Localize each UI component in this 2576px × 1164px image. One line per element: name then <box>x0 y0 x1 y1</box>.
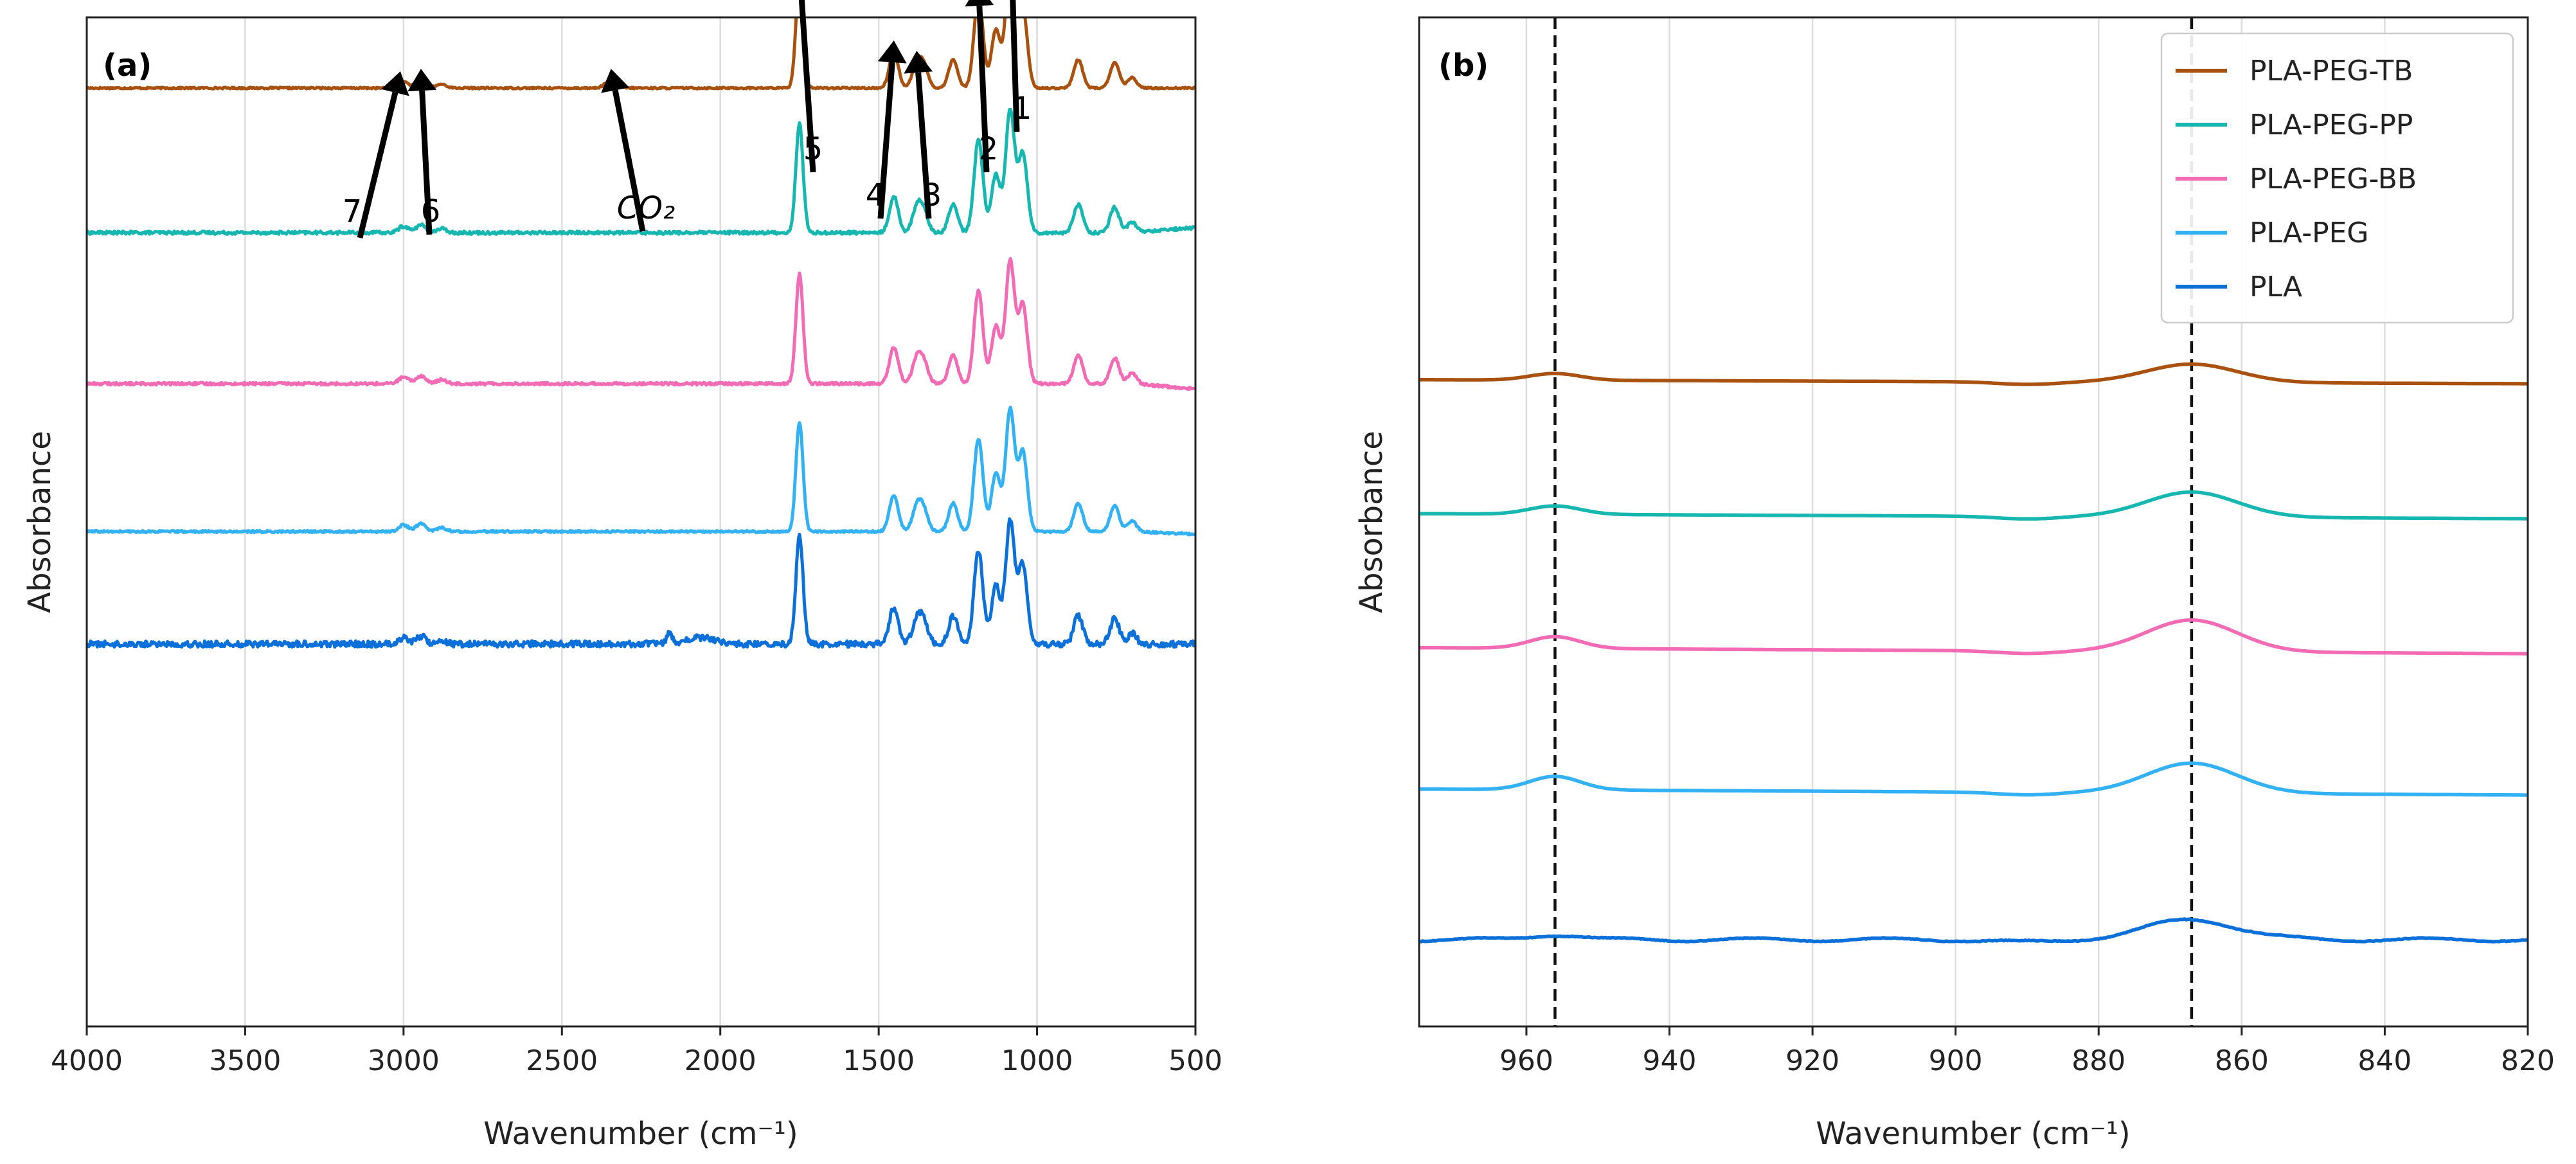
series-pla-peg-bb <box>87 257 1195 391</box>
panel-b-tick-label: 940 <box>1643 1044 1697 1077</box>
annotation-arrowhead <box>601 69 630 93</box>
panel-b-xticks: 960 940 920 900 880 860 840 820 <box>1499 1026 2555 1077</box>
panel-b-vlines <box>1553 17 2194 1026</box>
panel-a-tick-label: 4000 <box>51 1044 123 1077</box>
panel-b-tick-label: 820 <box>2501 1044 2555 1077</box>
legend-label: PLA-PEG <box>2250 217 2369 249</box>
panel-b-series <box>1419 362 2528 944</box>
series-b-pla <box>1419 917 2528 944</box>
legend-label: PLA <box>2250 271 2302 303</box>
annotation-label: 4 <box>866 177 886 213</box>
annotation-label: CO₂ <box>617 190 675 226</box>
panel-a: 4000 3500 3000 2500 2000 1500 1000 500 12 34 5 CO₂… <box>22 0 1222 1152</box>
panel-a-tick-label: 2500 <box>526 1044 598 1077</box>
series-pla <box>87 517 1195 649</box>
annotation-arrow <box>798 0 816 173</box>
panel-a-tick-label: 500 <box>1168 1044 1222 1077</box>
series-pla-peg <box>87 406 1195 537</box>
panel-a-tick-label: 3500 <box>209 1044 281 1077</box>
annotation-arrowhead <box>381 71 409 96</box>
annotation-arrow <box>877 62 895 219</box>
panel-b-frame <box>1418 16 2529 1028</box>
annotation-arrow <box>419 90 433 235</box>
annotation-label: 6 <box>421 193 441 229</box>
annotation-label: 3 <box>922 177 942 213</box>
panel-b-label: (b) <box>1438 48 1489 84</box>
legend: PLA-PEG-TB PLA-PEG-PP PLA-PEG-BB PLA-PEG PLA <box>2160 32 2514 324</box>
panel-b-tick-label: 860 <box>2215 1044 2269 1077</box>
series-b-pla-peg <box>1419 761 2528 797</box>
panel-b-xlabel: Wavenumber (cm⁻¹) <box>1816 1116 2131 1152</box>
annotation-arrow <box>357 91 398 239</box>
panel-a-series <box>87 17 1195 649</box>
annotation-arrow <box>976 5 990 173</box>
series-pla-peg-tb <box>87 17 1195 91</box>
annotation-arrow <box>915 72 932 219</box>
series-pla-peg-pp <box>87 108 1195 236</box>
legend-label: PLA-PEG-TB <box>2250 55 2413 87</box>
annotation-arrowhead <box>904 51 933 74</box>
annotation-label: 7 <box>343 193 362 229</box>
annotation-label: 5 <box>803 131 823 167</box>
panel-a-tick-label: 2000 <box>684 1044 756 1077</box>
annotation-arrowhead <box>965 0 994 6</box>
panel-a-tick-label: 1000 <box>1001 1044 1073 1077</box>
panel-a-grid <box>85 17 1197 1026</box>
legend-label: PLA-PEG-PP <box>2250 109 2413 141</box>
panel-a-xlabel: Wavenumber (cm⁻¹) <box>483 1116 798 1152</box>
annotation-arrowhead <box>407 69 437 92</box>
panel-a-frame <box>85 16 1197 1028</box>
panel-b-tick-label: 880 <box>2071 1044 2125 1077</box>
panel-b: 960 940 920 900 880 860 840 820 (b) Wavenumber … <box>1354 16 2555 1152</box>
legend-box <box>2160 32 2514 324</box>
panel-a-xticks: 4000 3500 3000 2500 2000 1500 1000 500 <box>51 1026 1222 1077</box>
panel-b-ylabel: Absorbance <box>1354 431 1390 613</box>
panel-a-annotations: 12 34 5 CO₂ 6 7 <box>343 0 1032 239</box>
annotation-label: 2 <box>979 131 999 167</box>
panel-a-label: (a) <box>103 48 152 84</box>
panel-b-tick-label: 840 <box>2357 1044 2411 1077</box>
panel-a-tick-label: 3000 <box>368 1044 440 1077</box>
panel-b-tick-label: 900 <box>1929 1044 1983 1077</box>
annotation-arrow <box>612 89 646 232</box>
panel-a-ylabel: Absorbance <box>22 431 58 613</box>
annotation-arrowhead <box>877 40 907 64</box>
panel-a-tick-label: 1500 <box>843 1044 915 1077</box>
annotation-label: 1 <box>1012 91 1032 127</box>
legend-label: PLA-PEG-BB <box>2250 163 2417 195</box>
panel-b-tick-label: 920 <box>1785 1044 1839 1077</box>
series-b-pla-peg-tb <box>1419 362 2528 386</box>
panel-b-tick-label: 960 <box>1499 1044 1553 1077</box>
annotation-arrow <box>1010 0 1020 132</box>
series-b-pla-peg-bb <box>1419 618 2528 656</box>
series-b-pla-peg-pp <box>1419 490 2528 521</box>
